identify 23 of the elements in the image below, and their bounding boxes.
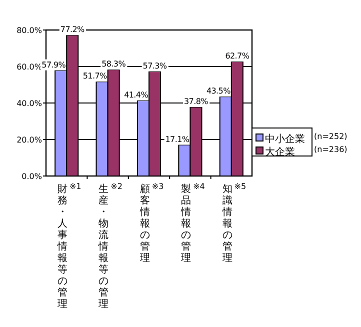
- text: (n=252): [314, 132, 348, 141]
- category-label: 製品情報の管理※4: [181, 182, 205, 264]
- y-tick-label: 80.0%: [16, 26, 42, 35]
- y-tick-label: 40.0%: [16, 99, 42, 108]
- data-label: 57.3%: [142, 61, 168, 70]
- y-tick-label: 20.0%: [16, 136, 42, 144]
- data-label: 43.5%: [206, 86, 232, 96]
- text: (n=236): [314, 145, 348, 154]
- data-label: 57.9%: [42, 60, 66, 70]
- data-label: 17.1%: [165, 134, 190, 144]
- category-label: 財務・人事情報等の管理※1: [57, 182, 82, 310]
- category-label: 顧客情報の管理※3: [140, 182, 164, 264]
- data-label: 58.3%: [102, 60, 126, 69]
- data-label: 41.4%: [124, 90, 149, 100]
- data-label: 62.7%: [225, 52, 250, 61]
- y-tick-label: 60.0%: [16, 62, 42, 72]
- legend-label: 中小企業: [265, 133, 305, 145]
- data-label: 37.8%: [184, 97, 209, 106]
- data-label: 77.2%: [60, 25, 86, 34]
- data-label: 51.7%: [82, 72, 108, 81]
- y-tick-label: 0.0%: [22, 172, 42, 181]
- category-label: 知識情報の管理※5: [222, 182, 246, 264]
- category-label: 生産・物流情報等の管理※2: [98, 182, 122, 310]
